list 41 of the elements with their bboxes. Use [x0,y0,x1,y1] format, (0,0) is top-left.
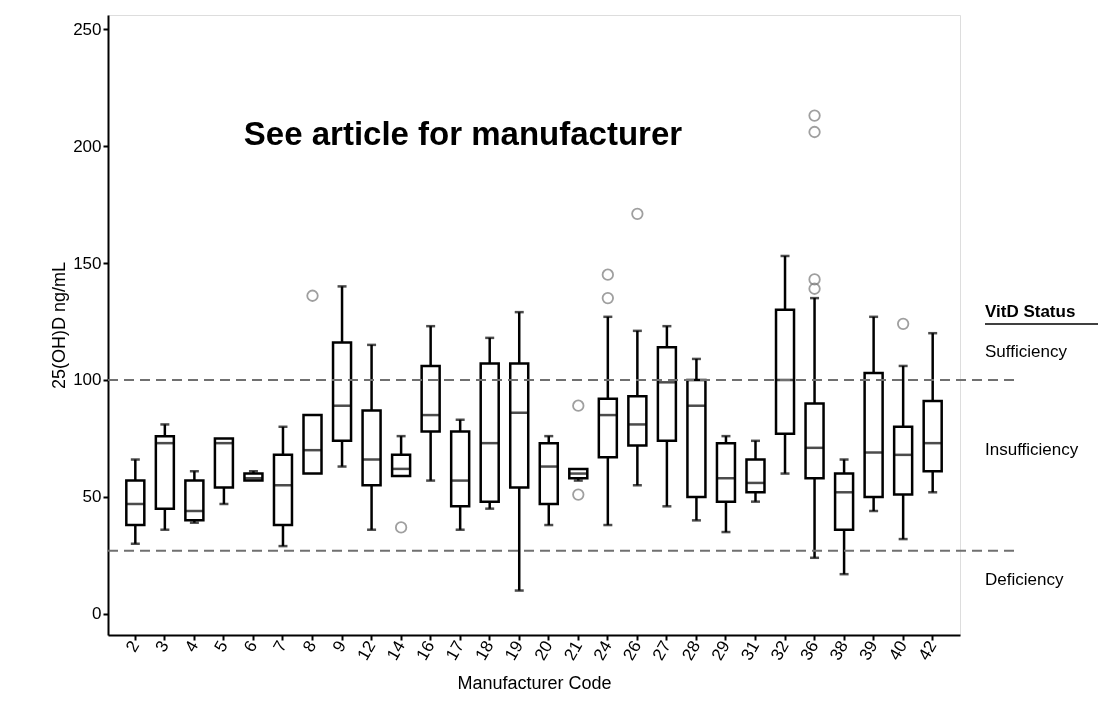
y-tick-label: 250 [73,19,102,39]
x-tick-label: 18 [471,637,498,664]
y-tick-label: 150 [73,253,102,273]
x-tick-label: 42 [914,637,941,664]
text: See article for manufacturer [243,115,683,152]
x-tick-label: 39 [855,637,882,664]
x-tick-label: 29 [707,637,734,664]
x-tick-label: 21 [560,637,587,664]
x-tick-label: 38 [825,637,852,664]
x-tick-label: 36 [796,637,823,664]
x-tick-label: 9 [328,637,350,656]
x-tick-label: 14 [382,637,409,664]
x-tick-label: 40 [885,637,911,664]
x-tick-label: 26 [619,637,646,664]
x-tick-label: 19 [501,637,528,664]
x-tick-label: 16 [412,637,439,664]
x-tick-label: 3 [151,637,173,656]
x-tick-label: 12 [353,637,380,664]
x-tick-label: 8 [299,637,321,656]
text: Deficiency [985,570,1064,589]
text: Insufficiency [985,440,1079,459]
x-tick-label: 4 [180,637,203,656]
x-tick-label: 17 [442,637,468,664]
y-tick-label: 200 [73,136,102,156]
x-tick-label: 2 [121,637,144,656]
y-tick-label: 50 [82,487,102,507]
x-tick-label: 5 [210,637,232,656]
text: Sufficiency [985,342,1068,361]
x-tick-label: 24 [589,637,616,664]
x-tick-label: 7 [269,637,291,656]
x-tick-label: 20 [530,637,557,664]
x-axis-title: Manufacturer Code [457,672,612,693]
y-tick-label: 100 [73,370,102,390]
x-tick-label: 31 [737,637,764,664]
x-tick-label: 32 [766,637,793,664]
y-tick-label: 0 [92,604,102,624]
x-tick-label: 6 [240,637,262,656]
x-tick-label: 27 [648,637,675,664]
text: VitD Status [985,302,1076,321]
y-axis-title: 25(OH)D ng/mL [49,261,70,390]
x-tick-label: 28 [678,637,705,664]
